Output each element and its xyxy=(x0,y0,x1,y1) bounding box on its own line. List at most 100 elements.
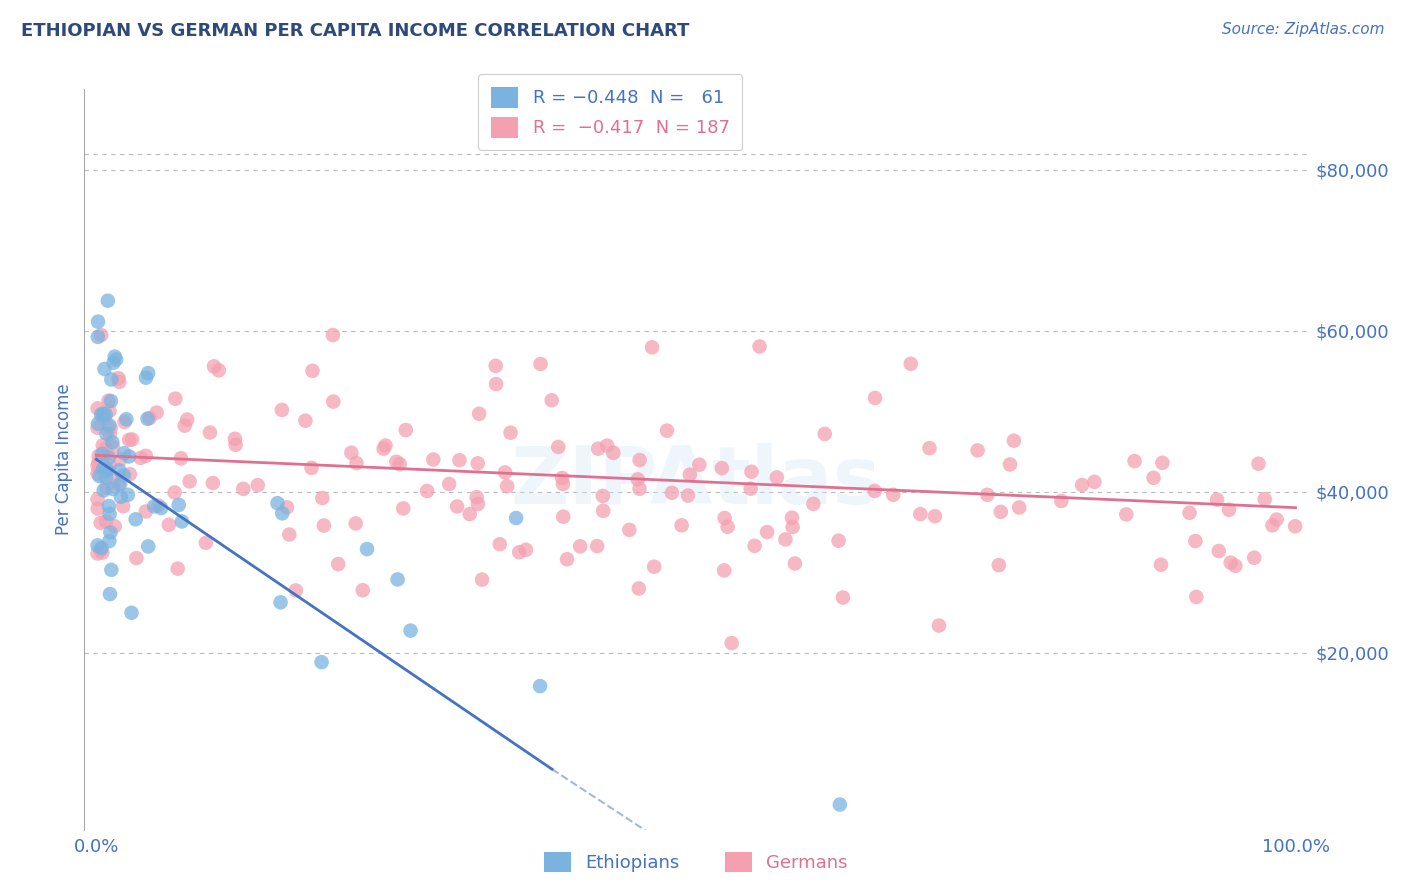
Point xyxy=(86,538,108,552)
Point xyxy=(170,451,193,466)
Y-axis label: Per Capita Income: Per Capita Income xyxy=(55,384,73,535)
Point xyxy=(385,455,408,469)
Point xyxy=(98,587,121,601)
Point xyxy=(918,441,941,455)
Point xyxy=(301,461,323,475)
Point xyxy=(86,421,108,435)
Point xyxy=(783,557,806,571)
Point xyxy=(392,501,415,516)
Point xyxy=(508,545,530,559)
Point xyxy=(270,403,292,417)
Point xyxy=(93,411,115,425)
Point xyxy=(529,679,551,693)
Point xyxy=(136,366,159,380)
Point xyxy=(208,363,231,377)
Point xyxy=(766,470,789,484)
Point xyxy=(1002,434,1025,448)
Point xyxy=(136,540,159,554)
Point xyxy=(93,483,115,498)
Point xyxy=(374,438,396,452)
Point xyxy=(129,450,152,465)
Point xyxy=(586,539,609,553)
Point xyxy=(628,453,651,467)
Point xyxy=(138,411,160,425)
Point xyxy=(202,359,225,374)
Point xyxy=(782,520,804,534)
Point xyxy=(96,426,118,441)
Point xyxy=(87,315,110,329)
Point xyxy=(117,488,139,502)
Point xyxy=(118,433,141,447)
Point xyxy=(90,328,112,343)
Point xyxy=(167,498,190,512)
Point xyxy=(270,595,292,609)
Point xyxy=(96,471,118,485)
Point xyxy=(103,356,125,370)
Point xyxy=(882,488,904,502)
Point xyxy=(987,558,1010,573)
Point xyxy=(90,541,112,555)
Point xyxy=(165,392,187,406)
Point xyxy=(110,452,132,467)
Point xyxy=(551,471,574,485)
Point xyxy=(118,450,141,464)
Point xyxy=(1265,512,1288,526)
Point xyxy=(108,463,131,477)
Point xyxy=(499,425,522,440)
Point xyxy=(301,364,323,378)
Point xyxy=(276,500,298,515)
Point xyxy=(553,509,575,524)
Point xyxy=(100,394,122,409)
Point xyxy=(340,446,363,460)
Point xyxy=(98,507,121,521)
Point xyxy=(98,427,121,442)
Point xyxy=(655,424,678,438)
Point xyxy=(136,411,159,425)
Point xyxy=(91,448,114,462)
Point xyxy=(166,562,188,576)
Point xyxy=(194,536,217,550)
Point xyxy=(863,391,886,405)
Point xyxy=(98,525,121,540)
Point xyxy=(814,426,837,441)
Point xyxy=(395,423,418,437)
Point xyxy=(586,442,609,456)
Point xyxy=(100,372,122,386)
Point xyxy=(143,500,166,514)
Point xyxy=(100,563,122,577)
Point xyxy=(278,527,301,541)
Point xyxy=(1142,471,1164,485)
Point xyxy=(322,328,344,343)
Point xyxy=(1208,544,1230,558)
Point xyxy=(467,497,489,511)
Point xyxy=(569,539,592,553)
Point xyxy=(716,520,738,534)
Point xyxy=(1253,492,1275,507)
Point xyxy=(108,375,131,389)
Point xyxy=(170,515,193,529)
Point xyxy=(344,516,367,531)
Point xyxy=(555,552,578,566)
Point xyxy=(94,442,117,456)
Point xyxy=(328,557,350,571)
Point xyxy=(87,417,110,431)
Point xyxy=(246,478,269,492)
Point xyxy=(496,479,519,493)
Text: ZIPAtlas: ZIPAtlas xyxy=(510,442,882,521)
Point xyxy=(94,514,117,528)
Text: ETHIOPIAN VS GERMAN PER CAPITA INCOME CORRELATION CHART: ETHIOPIAN VS GERMAN PER CAPITA INCOME CO… xyxy=(21,22,689,40)
Point xyxy=(91,438,114,452)
Point xyxy=(1083,475,1105,489)
Point xyxy=(101,482,124,496)
Point xyxy=(710,461,733,475)
Point xyxy=(118,467,141,481)
Point xyxy=(1184,534,1206,549)
Point xyxy=(112,499,135,513)
Point xyxy=(1243,550,1265,565)
Point xyxy=(110,490,132,504)
Point xyxy=(176,412,198,426)
Point xyxy=(1225,558,1247,573)
Point xyxy=(494,466,516,480)
Point xyxy=(643,559,665,574)
Point xyxy=(356,542,378,557)
